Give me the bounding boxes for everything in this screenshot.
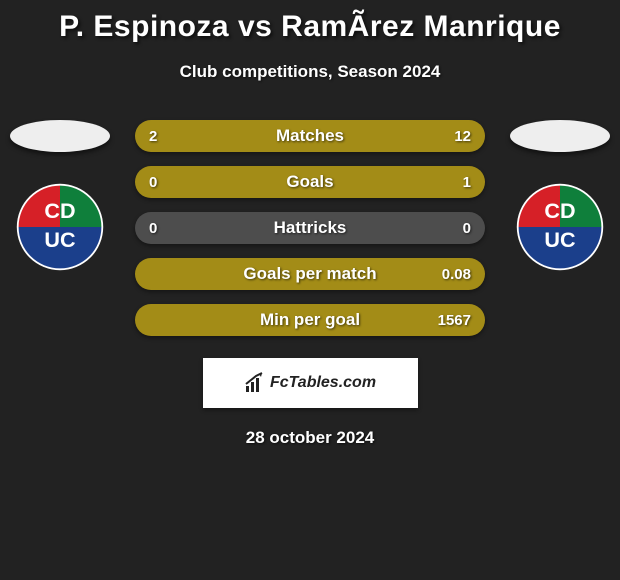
right-player-column: CD UC [510,120,610,272]
stat-right-value: 1567 [438,312,471,329]
stat-right-value: 1 [463,174,471,191]
stat-label: Goals per match [243,264,376,284]
svg-text:UC: UC [44,227,75,252]
brand-box: FcTables.com [203,358,418,408]
svg-text:UC: UC [544,227,575,252]
date-text: 28 october 2024 [0,428,620,448]
stat-left-value: 2 [149,128,157,145]
stat-right-value: 0.08 [442,266,471,283]
player-avatar-right [510,120,610,152]
stat-row: 0 Goals 1 [135,166,485,198]
left-player-column: CD UC [10,120,110,272]
stat-row: 2 Matches 12 [135,120,485,152]
club-badge-right: CD UC [515,182,605,272]
stat-row: Min per goal 1567 [135,304,485,336]
stat-right-value: 0 [463,220,471,237]
svg-text:CD: CD [44,198,75,223]
subtitle: Club competitions, Season 2024 [0,62,620,82]
page-title: P. Espinoza vs RamÃ­rez Manrique [0,0,620,44]
stat-label: Goals [286,172,333,192]
stat-left-value: 0 [149,220,157,237]
brand-text: FcTables.com [270,374,376,392]
stat-right-value: 12 [454,128,471,145]
chart-icon [244,372,266,394]
stat-label: Min per goal [260,310,360,330]
stat-left-value: 0 [149,174,157,191]
svg-text:CD: CD [544,198,575,223]
club-badge-left: CD UC [15,182,105,272]
stat-label: Matches [276,126,344,146]
stat-row: Goals per match 0.08 [135,258,485,290]
player-avatar-left [10,120,110,152]
stat-label: Hattricks [274,218,347,238]
stat-row: 0 Hattricks 0 [135,212,485,244]
